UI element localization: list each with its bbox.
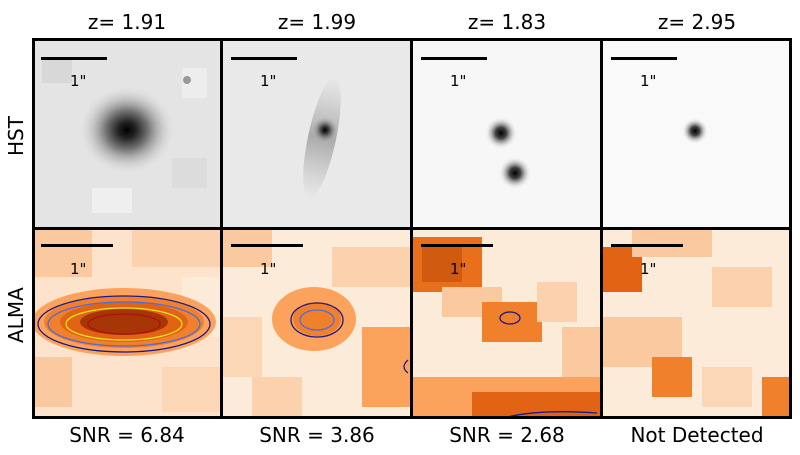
- hst-image-1: [32, 38, 222, 228]
- scale-label: 1": [450, 72, 467, 90]
- scale-label: 1": [450, 260, 467, 278]
- scale-bar: [421, 244, 493, 247]
- scale-label: 1": [640, 260, 657, 278]
- hst-image-4: [602, 38, 792, 228]
- hst-image-2: [222, 38, 412, 228]
- panel-divider: [32, 227, 792, 230]
- snr-label-3: SNR = 2.68: [449, 423, 565, 447]
- alma-image-2: [222, 227, 412, 417]
- row-label-alma: ALMA: [4, 287, 28, 343]
- snr-label-2: SNR = 3.86: [259, 423, 375, 447]
- alma-image-3: [412, 227, 602, 417]
- scale-bar: [611, 244, 683, 247]
- scale-bar: [611, 57, 677, 60]
- scale-bar: [231, 57, 297, 60]
- scale-label: 1": [70, 72, 87, 90]
- scale-label: 1": [640, 72, 657, 90]
- hst-image-3: [412, 38, 602, 228]
- scale-bar: [421, 57, 487, 60]
- row-label-hst: HST: [4, 116, 28, 156]
- alma-image-1: [32, 227, 222, 417]
- scale-label: 1": [70, 260, 87, 278]
- snr-label-1: SNR = 6.84: [69, 423, 185, 447]
- scale-bar: [41, 57, 107, 60]
- redshift-label-4: z= 2.95: [657, 10, 737, 34]
- scale-bar: [231, 244, 303, 247]
- scale-label: 1": [260, 72, 277, 90]
- snr-label-4: Not Detected: [630, 423, 764, 447]
- alma-image-4: [602, 227, 792, 417]
- redshift-label-2: z= 1.99: [277, 10, 357, 34]
- redshift-label-1: z= 1.91: [87, 10, 167, 34]
- redshift-label-3: z= 1.83: [467, 10, 547, 34]
- scale-label: 1": [260, 260, 277, 278]
- scale-bar: [41, 244, 113, 247]
